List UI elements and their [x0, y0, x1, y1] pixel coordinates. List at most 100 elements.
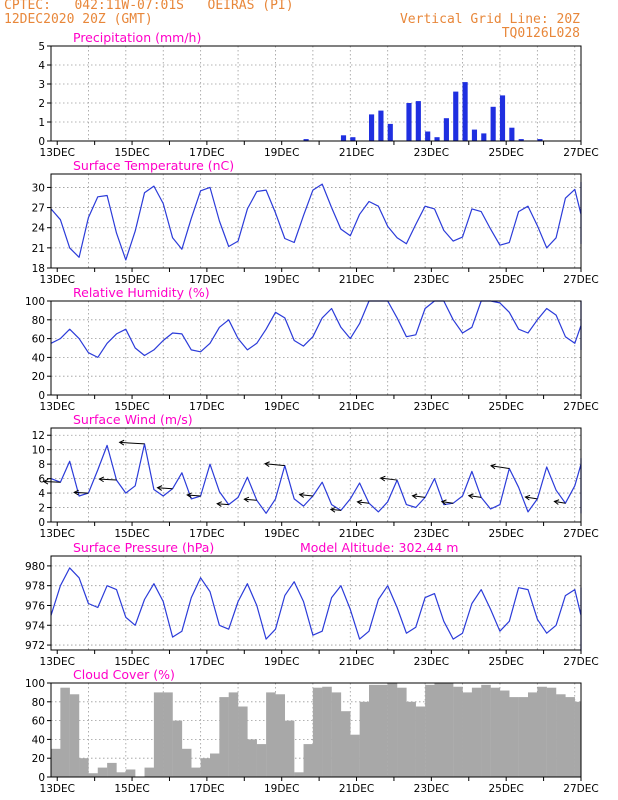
wind-arrow-head — [73, 489, 79, 496]
precip-bar — [490, 106, 496, 141]
cloud-bar — [378, 684, 388, 777]
precip-bar — [443, 118, 449, 141]
x-tick-label: 13DEC — [40, 147, 75, 159]
wind-arrow-head — [118, 439, 125, 446]
x-tick-label: 27DEC — [563, 656, 598, 668]
precip-bar — [537, 139, 543, 141]
x-tick-label: 13DEC — [40, 274, 75, 286]
wind-arrow-head — [553, 499, 560, 505]
panel-frame — [50, 682, 582, 778]
y-tick-label: 12 — [32, 430, 45, 442]
x-tick-label: 21DEC — [339, 656, 374, 668]
cloud-bar — [397, 687, 407, 777]
cloud-bar — [387, 683, 398, 777]
y-tick-label: 21 — [32, 243, 45, 255]
wind-arrow — [554, 500, 566, 504]
panel-0: 0 1 2 3 4 5 13DEC 15DEC 17DEC 19DEC 21DEC 23DEC 25DE… — [38, 30, 598, 159]
x-tick-label: 25DEC — [488, 783, 523, 795]
y-tick-label: 40 — [32, 352, 45, 364]
precip-bar — [350, 137, 356, 141]
x-tick-label: 27DEC — [563, 528, 598, 540]
cloud-bar — [153, 692, 164, 777]
cloud-bar — [415, 706, 426, 777]
cloud-bar — [425, 684, 435, 777]
panel-title: Surface Temperature (nC) — [73, 158, 234, 173]
x-tick-label: 23DEC — [414, 783, 449, 795]
wind-arrow-head — [243, 496, 250, 503]
y-tick-label: 0 — [38, 517, 45, 529]
y-tick-label: 6 — [38, 474, 45, 486]
x-tick-label: 23DEC — [414, 274, 449, 286]
x-tick-label: 19DEC — [264, 274, 299, 286]
cloud-bar — [312, 687, 323, 777]
panel-title: Surface Wind (m/s) — [73, 412, 193, 427]
x-tick-label: 15DEC — [114, 783, 149, 795]
x-tick-label: 15DEC — [114, 656, 149, 668]
x-tick-label: 17DEC — [189, 528, 224, 540]
x-tick-label: 23DEC — [414, 656, 449, 668]
wind-arrow-head — [42, 478, 49, 485]
y-tick-label: 4 — [38, 488, 45, 500]
wind-arrow — [157, 487, 173, 490]
x-tick-label: 21DEC — [339, 147, 374, 159]
precip-bar — [378, 110, 384, 141]
wind-arrow-head — [440, 499, 447, 506]
x-tick-label: 15DEC — [114, 147, 149, 159]
wind-arrow-head — [156, 485, 163, 491]
cloud-bar — [528, 692, 538, 777]
series-line — [50, 300, 582, 358]
cloud-bar — [443, 683, 454, 777]
precip-bar — [434, 137, 440, 141]
cloud-bar — [69, 694, 80, 777]
y-tick-label: 978 — [25, 581, 45, 593]
wind-arrow — [525, 496, 538, 500]
wind-arrow — [380, 477, 398, 481]
precip-bar — [462, 82, 468, 141]
x-tick-label: 19DEC — [264, 656, 299, 668]
cloud-bar — [434, 683, 445, 777]
cloud-bar — [228, 692, 239, 777]
panel-title: Cloud Cover (%) — [73, 667, 175, 682]
wind-arrow — [244, 498, 257, 501]
y-tick-label: 8 — [38, 459, 45, 471]
y-tick-label: 0 — [38, 772, 45, 784]
x-tick-label: 21DEC — [339, 401, 374, 413]
precip-bar — [499, 95, 506, 141]
y-tick-label: 2 — [38, 503, 45, 515]
x-tick-label: 17DEC — [189, 274, 224, 286]
panel-title: Relative Humidity (%) — [73, 285, 210, 300]
wind-arrow-head — [379, 475, 386, 482]
cloud-bar — [116, 772, 127, 777]
wind-arrow — [441, 501, 454, 504]
x-tick-label: 17DEC — [189, 656, 224, 668]
cloud-bar — [200, 758, 211, 777]
cloud-bar — [406, 701, 416, 777]
y-tick-label: 80 — [32, 697, 45, 709]
cloud-bar — [462, 692, 473, 777]
cloud-bar — [107, 762, 117, 777]
y-tick-label: 0 — [38, 136, 45, 148]
cloud-bar — [275, 694, 286, 777]
y-tick-label: 5 — [38, 41, 45, 53]
y-tick-label: 27 — [32, 203, 45, 215]
header-line1-right: Vertical Grid Line: 20Z — [399, 12, 580, 27]
cloud-bar — [369, 684, 379, 777]
y-tick-label: 20 — [32, 753, 45, 765]
y-tick-label: 60 — [32, 716, 45, 728]
wind-arrow — [468, 495, 482, 498]
panel-frame — [50, 45, 582, 142]
precip-bar — [509, 127, 515, 141]
cloud-bar — [359, 701, 370, 777]
cloud-bar — [219, 697, 229, 777]
wind-arrow-head — [329, 506, 336, 513]
y-tick-label: 2 — [38, 98, 45, 110]
x-tick-label: 23DEC — [414, 528, 449, 540]
cloud-bar — [181, 748, 192, 777]
x-tick-label: 17DEC — [189, 401, 224, 413]
panel-frame — [50, 173, 582, 269]
cloud-bar — [518, 697, 529, 777]
x-tick-label: 19DEC — [264, 147, 299, 159]
cloud-bar — [453, 686, 463, 777]
wind-arrow-head — [356, 499, 363, 506]
